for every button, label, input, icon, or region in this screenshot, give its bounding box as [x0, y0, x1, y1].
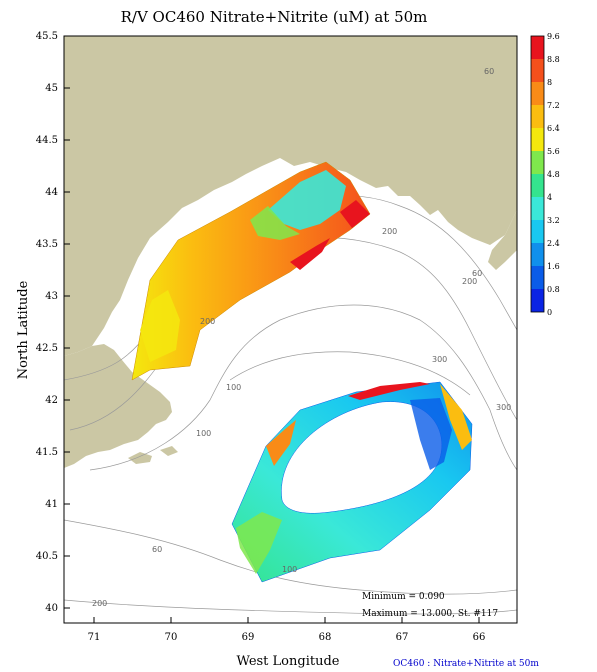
- y-tick-label: 44.5: [36, 135, 58, 146]
- survey-south-warm: [440, 384, 472, 450]
- colorbar: 9.6 8.8 8 7.2 6.4 5.6 4.8 4 3.2 2.4 1.6 0.8 0: [530, 32, 560, 317]
- y-tick-label: 42.5: [36, 343, 58, 354]
- colorbar-label: 2.4: [547, 239, 560, 248]
- colorbar-label: 1.6: [547, 262, 560, 271]
- colorbar-frame: [530, 35, 545, 313]
- x-tick-label: 68: [319, 632, 332, 643]
- colorbar-label: 8: [547, 78, 552, 87]
- colorbar-swatch: [531, 243, 544, 266]
- y-tick-label: 45: [45, 83, 58, 94]
- y-tick-label: 43: [45, 291, 58, 302]
- svg-text:100: 100: [282, 565, 297, 574]
- isobath-slope: [64, 599, 517, 615]
- colorbar-label: 4: [547, 193, 552, 202]
- svg-text:200: 200: [382, 227, 397, 236]
- survey-north-hot: [290, 200, 370, 270]
- y-tick-label: 43.5: [36, 239, 58, 250]
- colorbar-swatch: [531, 105, 544, 128]
- colorbar-label: 4.8: [547, 170, 560, 179]
- svg-text:60: 60: [472, 269, 482, 278]
- x-axis: 71 70 69 68 67 66: [88, 617, 486, 643]
- y-tick-label: 40: [45, 603, 58, 614]
- footer-label: OC460 : Nitrate+Nitrite at 50m: [393, 659, 539, 669]
- isobath-labels: 60 60 200 200 300 200 100 100 300 60 100…: [92, 67, 511, 608]
- x-tick-label: 66: [473, 632, 486, 643]
- land-islands: [128, 446, 178, 464]
- maximum-stat: Maximum = 13.000, St. #117: [362, 609, 498, 619]
- y-tick-label: 42: [45, 395, 58, 406]
- colorbar-label: 6.4: [547, 124, 560, 133]
- y-axis: 45.5 45 44.5 44 43.5 43 42.5 42 41.5 41 …: [36, 31, 70, 614]
- survey-north-cool: [268, 170, 346, 230]
- survey-south-deep: [410, 398, 452, 470]
- colorbar-swatch: [531, 197, 544, 220]
- survey-north-green: [250, 206, 300, 240]
- plot-border: [63, 35, 518, 624]
- land-nova-scotia: [488, 210, 517, 270]
- svg-text:200: 200: [462, 277, 477, 286]
- svg-text:300: 300: [496, 403, 511, 412]
- colorbar-swatch: [531, 36, 544, 59]
- land-cape-cod: [64, 344, 172, 468]
- colorbar-swatch: [531, 128, 544, 151]
- svg-text:60: 60: [484, 67, 494, 76]
- colorbar-swatch: [531, 174, 544, 197]
- svg-text:200: 200: [200, 317, 215, 326]
- x-tick-label: 70: [165, 632, 178, 643]
- y-tick-label: 41.5: [36, 447, 58, 458]
- isobath-300: [229, 351, 471, 396]
- colorbar-swatch: [531, 59, 544, 82]
- colorbar-swatch: [531, 151, 544, 174]
- svg-text:200: 200: [92, 599, 107, 608]
- svg-text:300: 300: [432, 355, 447, 364]
- colorbar-label: 0: [547, 308, 552, 317]
- survey-south-green: [236, 512, 282, 574]
- y-axis-title: North Latitude: [16, 280, 31, 379]
- y-tick-label: 45.5: [36, 31, 58, 42]
- svg-text:100: 100: [196, 429, 211, 438]
- colorbar-swatch: [531, 82, 544, 105]
- colorbar-label: 8.8: [547, 55, 560, 64]
- colorbar-label: 0.8: [547, 285, 560, 294]
- survey-north-yellow: [140, 290, 180, 362]
- map-title: R/V OC460 Nitrate+Nitrite (uM) at 50m: [121, 8, 428, 26]
- isobath-200: [89, 304, 517, 471]
- colorbar-label: 3.2: [547, 216, 560, 225]
- survey-south-hot: [348, 382, 430, 400]
- minimum-stat: Minimum = 0.090: [362, 592, 445, 602]
- x-tick-label: 71: [88, 632, 101, 643]
- survey-south-orange: [266, 420, 296, 466]
- isobath-shelf: [64, 519, 517, 595]
- land-northeast: [64, 36, 517, 356]
- colorbar-swatch: [531, 266, 544, 289]
- colorbar-swatch: [531, 220, 544, 243]
- x-tick-label: 67: [396, 632, 409, 643]
- x-tick-label: 69: [242, 632, 255, 643]
- y-tick-label: 44: [45, 187, 58, 198]
- colorbar-label: 7.2: [547, 101, 560, 110]
- svg-text:100: 100: [226, 383, 241, 392]
- y-tick-label: 41: [45, 499, 58, 510]
- colorbar-swatch: [531, 289, 544, 312]
- svg-text:60: 60: [152, 545, 162, 554]
- y-tick-label: 40.5: [36, 551, 58, 562]
- colorbar-label: 5.6: [547, 147, 560, 156]
- colorbar-label: 9.6: [547, 32, 560, 41]
- x-axis-title: West Longitude: [237, 654, 340, 669]
